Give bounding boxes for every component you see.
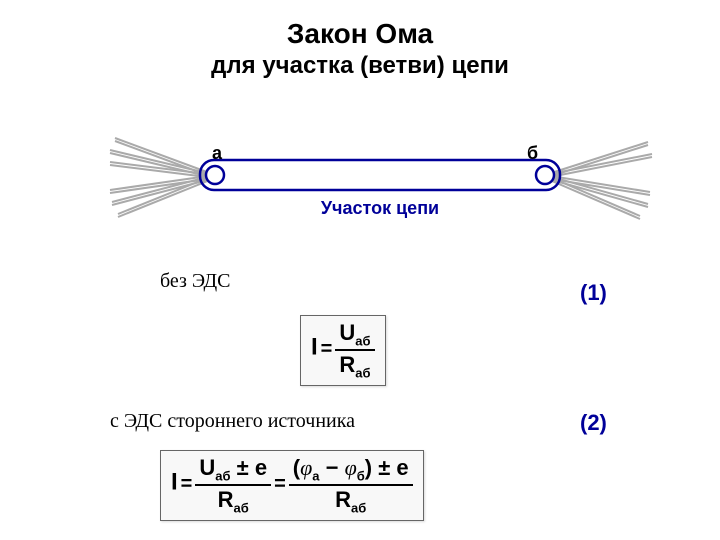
circuit-svg: а б Участок цепи [0, 120, 720, 240]
formula-2: I= Uаб ± e Rаб = (φа − φб) ± e Rаб [171, 455, 413, 516]
svg-text:Участок цепи: Участок цепи [321, 198, 439, 218]
svg-text:а: а [212, 143, 223, 163]
formula-2-box: I= Uаб ± e Rаб = (φа − φб) ± e Rаб [160, 450, 424, 521]
formula-1-box: I= Uаб Rаб [300, 315, 386, 386]
title-sub: для участка (ветви) цепи [0, 52, 720, 80]
eq-number-2: (2) [580, 410, 607, 436]
circuit-diagram: а б Участок цепи [0, 120, 720, 240]
section2-caption: с ЭДС стороннего источника [110, 410, 355, 433]
formula-1: I= Uаб Rаб [311, 320, 375, 381]
section1-caption: без ЭДС [160, 270, 230, 293]
eq-number-1: (1) [580, 280, 607, 306]
title-main: Закон Ома [0, 0, 720, 50]
svg-text:б: б [527, 143, 538, 163]
